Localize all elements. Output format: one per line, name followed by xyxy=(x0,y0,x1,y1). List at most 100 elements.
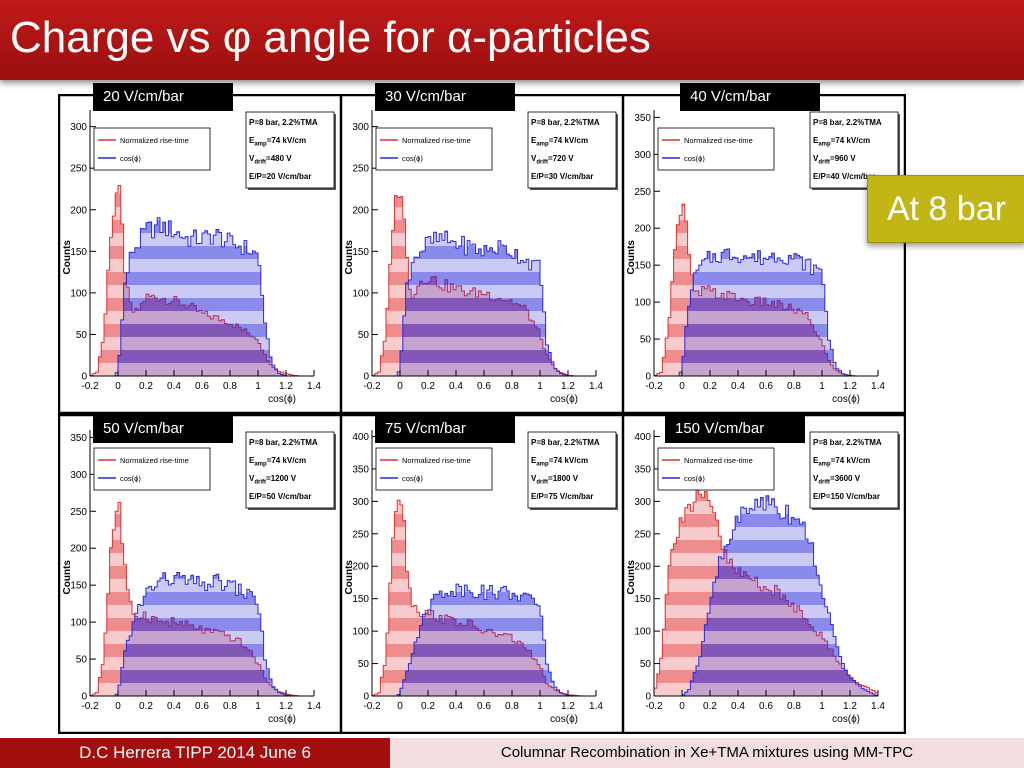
y-tick-label: 200 xyxy=(70,205,87,216)
y-axis-label: Counts xyxy=(626,560,637,595)
y-axis-label: Counts xyxy=(626,240,637,275)
legend-label: Normalized rise-time xyxy=(120,456,189,465)
legend-label: cos(ϕ) xyxy=(120,154,141,163)
y-tick-label: 250 xyxy=(70,507,87,518)
x-axis-label: cos(ϕ) xyxy=(832,714,860,725)
x-tick-label: 0.4 xyxy=(731,381,745,392)
y-axis-label: Counts xyxy=(62,240,73,275)
legend-label: Normalized rise-time xyxy=(402,136,471,145)
x-tick-label: 0.8 xyxy=(223,701,237,712)
legend-label: Normalized rise-time xyxy=(684,136,753,145)
x-axis-label: cos(ϕ) xyxy=(268,394,296,405)
x-axis-label: cos(ϕ) xyxy=(268,714,296,725)
legend-label: Normalized rise-time xyxy=(402,456,471,465)
stats-line: Vdrift=1800 V xyxy=(531,474,579,486)
x-tick-label: 0.2 xyxy=(421,701,435,712)
stats-box xyxy=(527,111,617,189)
legend-label: Normalized rise-time xyxy=(684,456,753,465)
x-tick-label: 1 xyxy=(255,381,261,392)
x-tick-label: 1.2 xyxy=(279,701,293,712)
x-tick-label: 1.4 xyxy=(871,381,885,392)
x-tick-label: 0.4 xyxy=(731,701,745,712)
chart-6: -0.2 0 0.2 0.4 0.6 0.8 1 1.2 1.40501001502002503… xyxy=(622,414,906,734)
y-tick-label: 100 xyxy=(634,298,651,309)
x-tick-label: 0.2 xyxy=(703,381,717,392)
y-tick-label: 350 xyxy=(352,464,369,475)
legend-box xyxy=(657,127,775,171)
y-tick-label: 300 xyxy=(70,122,87,133)
series-cos-phi xyxy=(90,572,314,697)
legend-box xyxy=(375,447,493,491)
y-tick-label: 150 xyxy=(70,247,87,258)
x-tick-label: 1.2 xyxy=(843,381,857,392)
y-axis-label: Counts xyxy=(344,240,355,275)
chart-3: -0.2 0 0.2 0.4 0.6 0.8 1 1.2 1.40501001502002503… xyxy=(622,94,906,414)
stats-box xyxy=(527,431,617,509)
legend-label: cos(ϕ) xyxy=(402,474,423,483)
y-tick-label: 0 xyxy=(363,692,369,703)
footer-author: D.C Herrera TIPP 2014 June 6 xyxy=(0,738,390,768)
x-tick-label: 1 xyxy=(537,381,543,392)
stats-line: Eamp=74 kV/cm xyxy=(531,136,588,148)
y-tick-label: 400 xyxy=(634,432,651,443)
x-tick-label: 1.2 xyxy=(561,701,575,712)
x-tick-label: -0.2 xyxy=(81,381,99,392)
y-tick-label: 50 xyxy=(640,659,652,670)
chart-1: -0.2 0 0.2 0.4 0.6 0.8 1 1.2 1.40501001502002503… xyxy=(58,94,342,414)
pressure-badge: At 8 bar xyxy=(867,175,1024,243)
x-tick-label: 1.4 xyxy=(589,381,603,392)
chart-label-5: 75 V/cm/bar xyxy=(375,415,515,443)
chart-2: -0.2 0 0.2 0.4 0.6 0.8 1 1.2 1.40501001502002503… xyxy=(340,94,624,414)
stats-line: Vdrift=960 V xyxy=(813,154,856,166)
stats-line: E/P=75 V/cm/bar xyxy=(531,492,593,501)
x-tick-label: 1.4 xyxy=(589,701,603,712)
legend-label: cos(ϕ) xyxy=(120,474,141,483)
chart-label-3: 40 V/cm/bar xyxy=(680,83,820,111)
x-tick-label: 0.8 xyxy=(223,381,237,392)
stats-line: E/P=40 V/cm/bar xyxy=(813,172,875,181)
x-tick-label: 1 xyxy=(819,701,825,712)
stats-line: Vdrift=480 V xyxy=(249,154,292,166)
y-tick-label: 200 xyxy=(634,562,651,573)
x-tick-label: 1.2 xyxy=(279,381,293,392)
stats-line: E/P=20 V/cm/bar xyxy=(249,172,311,181)
y-tick-label: 50 xyxy=(358,659,370,670)
y-tick-label: 50 xyxy=(358,330,370,341)
chart-panel-2: -0.2 0 0.2 0.4 0.6 0.8 1 1.2 1.4 0 50 100 150 200 250 3… xyxy=(340,94,624,414)
y-tick-label: 50 xyxy=(640,335,652,346)
x-tick-label: 1.4 xyxy=(307,381,321,392)
y-tick-label: 100 xyxy=(352,627,369,638)
chart-label-6: 150 V/cm/bar xyxy=(665,415,805,443)
stats-line: Vdrift=1200 V xyxy=(249,474,297,486)
legend-label: cos(ϕ) xyxy=(402,154,423,163)
y-tick-label: 400 xyxy=(352,432,369,443)
stats-line: Vdrift=720 V xyxy=(531,154,574,166)
x-tick-label: -0.2 xyxy=(81,701,99,712)
x-tick-label: 1.4 xyxy=(871,701,885,712)
y-tick-label: 350 xyxy=(634,464,651,475)
x-tick-label: 1 xyxy=(819,381,825,392)
x-tick-label: 1.2 xyxy=(561,381,575,392)
y-tick-label: 0 xyxy=(363,372,369,383)
x-tick-label: 0.4 xyxy=(449,381,463,392)
y-tick-label: 100 xyxy=(70,618,87,629)
stats-line: P=8 bar, 2.2%TMA xyxy=(813,438,882,447)
y-tick-label: 300 xyxy=(634,497,651,508)
series-cos-phi xyxy=(372,583,596,697)
chart-5: -0.2 0 0.2 0.4 0.6 0.8 1 1.2 1.40501001502002503… xyxy=(340,414,624,734)
y-axis-label: Counts xyxy=(62,560,73,595)
title-bar: Charge vs φ angle for α-particles xyxy=(0,0,1024,80)
stats-line: Eamp=74 kV/cm xyxy=(531,456,588,468)
y-tick-label: 150 xyxy=(352,247,369,258)
y-tick-label: 250 xyxy=(634,187,651,198)
y-tick-label: 150 xyxy=(352,594,369,605)
stats-box xyxy=(809,431,899,509)
chart-panel-3: -0.2 0 0.2 0.4 0.6 0.8 1 1.2 1.4 0 50 100 150 200 250 3… xyxy=(622,94,906,414)
slide-title: Charge vs φ angle for α-particles xyxy=(10,13,651,62)
legend-box xyxy=(657,447,775,491)
series-cos-phi xyxy=(654,248,878,377)
x-tick-label: 0 xyxy=(679,381,685,392)
x-tick-label: 0.8 xyxy=(787,381,801,392)
chart-panel-5: -0.2 0 0.2 0.4 0.6 0.8 1 1.2 1.4 0 50 100 150 200 250 3… xyxy=(340,414,624,734)
x-tick-label: 0 xyxy=(397,381,403,392)
